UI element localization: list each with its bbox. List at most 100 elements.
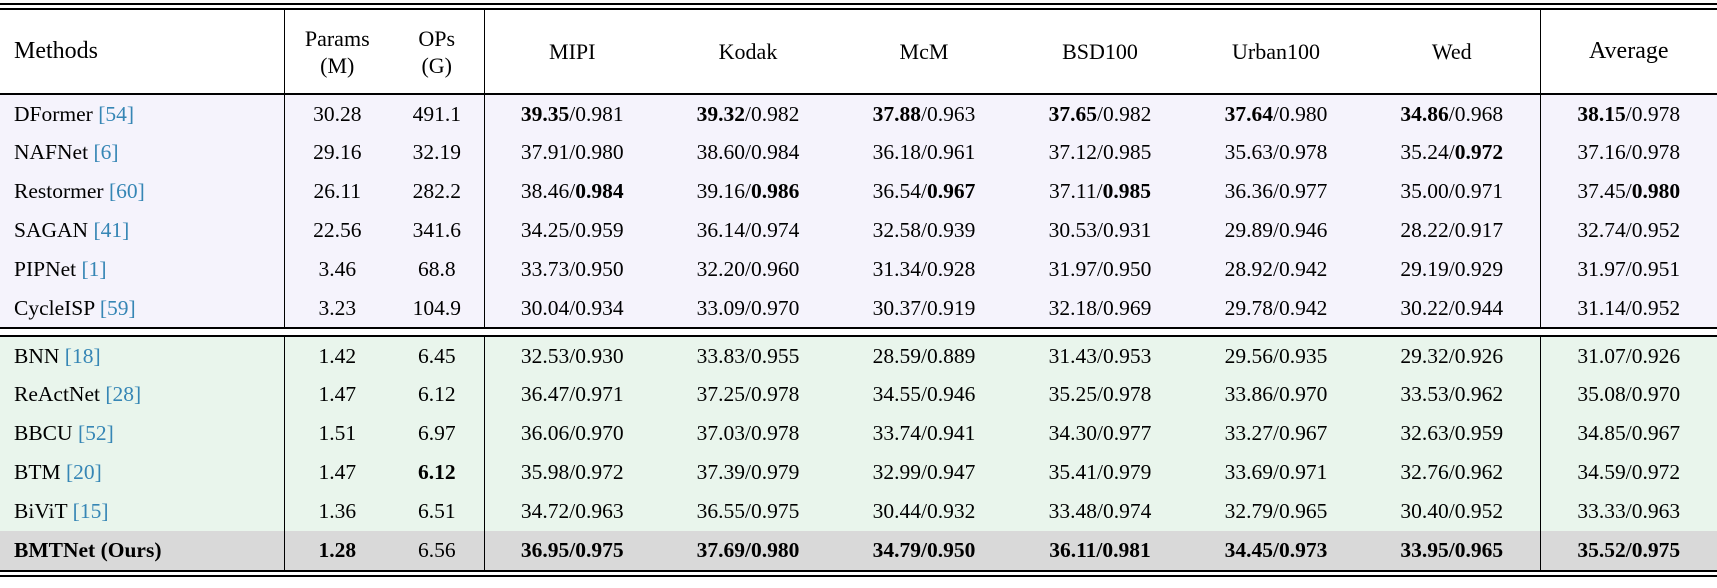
ops-cell: 32.19 (390, 133, 484, 172)
psnr-value: 28.59 (872, 343, 921, 368)
psnr-value: 33.74 (872, 421, 921, 445)
psnr-value: 37.69 (696, 538, 745, 562)
value-separator: / (1097, 382, 1103, 406)
psnr-value: 29.19 (1400, 257, 1449, 281)
metric-cell: 31.34/0.928 (836, 250, 1012, 289)
ssim-value: 0.965 (1278, 499, 1328, 523)
ssim-value: 0.962 (1454, 460, 1504, 484)
ops-cell: 341.6 (390, 211, 484, 250)
citation-link[interactable]: [52] (77, 421, 114, 445)
value-separator: / (921, 382, 927, 406)
value-separator: / (569, 101, 576, 126)
value-separator: / (921, 343, 927, 368)
value-separator: / (1273, 343, 1279, 368)
value-separator: / (1625, 101, 1632, 126)
ops-cell: 68.8 (390, 250, 484, 289)
metric-cell: 32.79/0.965 (1188, 492, 1364, 531)
ssim-value: 0.889 (926, 343, 976, 368)
ssim-value: 0.959 (575, 218, 624, 242)
value-separator: / (921, 218, 927, 242)
psnr-value: 39.32 (696, 101, 745, 126)
table-row: ReActNet [28] 1.47 6.12 36.47/0.971 37.25/0.… (0, 375, 1717, 414)
psnr-value: 32.20 (696, 257, 745, 281)
ssim-value: 0.978 (1278, 140, 1328, 164)
psnr-value: 37.25 (696, 382, 745, 406)
metric-cell: 31.97/0.950 (1012, 250, 1188, 289)
ssim-value: 0.981 (575, 101, 624, 126)
metric-cell: 34.72/0.963 (483, 492, 660, 531)
table-row: SAGAN [41] 22.56 341.6 34.25/0.959 36.14/0.9… (0, 211, 1717, 250)
ssim-value: 0.959 (1454, 421, 1504, 445)
header-methods: Methods (0, 10, 284, 95)
method-name: BMTNet (Ours) (14, 538, 162, 562)
psnr-value: 33.83 (696, 343, 745, 368)
ssim-value: 0.980 (575, 140, 624, 164)
ops-cell: 6.56 (390, 531, 484, 570)
ssim-value: 0.975 (575, 538, 624, 562)
metric-cell: 30.53/0.931 (1012, 211, 1188, 250)
psnr-value: 34.85 (1577, 421, 1626, 445)
psnr-value: 34.59 (1577, 460, 1626, 484)
params-value: 1.47 (318, 382, 357, 406)
method-cell: BBCU [52] (0, 414, 284, 453)
citation-link[interactable]: [6] (93, 140, 119, 164)
value-separator: / (1273, 295, 1279, 320)
psnr-value: 30.04 (520, 295, 570, 320)
citation-link[interactable]: [1] (81, 257, 107, 281)
citation-link[interactable]: [54] (98, 101, 135, 126)
metric-cell: 34.55/0.946 (836, 375, 1012, 414)
psnr-value: 36.95 (520, 538, 570, 562)
params-cell: 1.47 (283, 453, 390, 492)
ssim-value: 0.977 (1278, 179, 1328, 203)
header-params-line2: (M) (320, 52, 355, 78)
psnr-value: 37.88 (872, 101, 921, 126)
value-separator: / (1273, 499, 1279, 523)
method-cell: ReActNet [28] (0, 375, 284, 414)
method-cell: BMTNet (Ours) (0, 531, 284, 570)
params-cell: 26.11 (283, 172, 390, 211)
ssim-value: 0.978 (750, 421, 800, 445)
citation-link[interactable]: [28] (105, 382, 142, 406)
ssim-value: 0.970 (1278, 382, 1328, 406)
params-cell: 1.51 (283, 414, 390, 453)
table-row: Restormer [60] 26.11 282.2 38.46/0.984 39.16… (0, 172, 1717, 211)
psnr-value: 34.45 (1224, 538, 1273, 562)
average-cell: 37.45/0.980 (1539, 172, 1717, 211)
citation-link[interactable]: [15] (72, 499, 109, 523)
method-cell: Restormer [60] (0, 172, 284, 211)
value-separator: / (1273, 421, 1279, 445)
citation-link[interactable]: [60] (108, 179, 145, 203)
average-cell: 35.08/0.970 (1539, 375, 1717, 414)
citation-link[interactable]: [41] (93, 218, 130, 242)
ssim-value: 0.926 (1454, 343, 1504, 368)
psnr-value: 37.64 (1224, 101, 1273, 126)
ssim-value: 0.969 (1102, 295, 1152, 320)
citation-link[interactable]: [18] (64, 343, 101, 368)
ssim-value: 0.944 (1454, 295, 1504, 320)
ssim-value: 0.950 (926, 538, 976, 562)
ssim-value: 0.979 (1102, 460, 1152, 484)
psnr-value: 34.25 (520, 218, 570, 242)
value-separator: / (745, 257, 751, 281)
ops-value: 32.19 (412, 140, 461, 164)
ssim-value: 0.982 (1102, 101, 1152, 126)
ssim-value: 0.970 (575, 421, 624, 445)
top-rule-line-2 (0, 8, 1717, 10)
ssim-value: 0.972 (1454, 140, 1504, 164)
ssim-value: 0.960 (750, 257, 800, 281)
ssim-value: 0.942 (1278, 295, 1328, 320)
psnr-value: 36.36 (1224, 179, 1273, 203)
average-cell: 35.52/0.975 (1539, 531, 1717, 570)
metric-cell: 37.11/0.985 (1012, 172, 1188, 211)
value-separator: / (1273, 460, 1279, 484)
ssim-value: 0.952 (1631, 295, 1681, 320)
citation-link[interactable]: [59] (99, 295, 136, 320)
ops-cell: 6.97 (390, 414, 484, 453)
value-separator: / (569, 460, 576, 484)
value-separator: / (745, 218, 751, 242)
ssim-value: 0.978 (750, 382, 800, 406)
table-header-row: Methods Params (M) OPs (G) MIPI Kodak Mc… (0, 10, 1717, 95)
citation-link[interactable]: [20] (65, 460, 102, 484)
value-separator: / (1273, 101, 1279, 126)
params-value: 3.46 (318, 257, 357, 281)
